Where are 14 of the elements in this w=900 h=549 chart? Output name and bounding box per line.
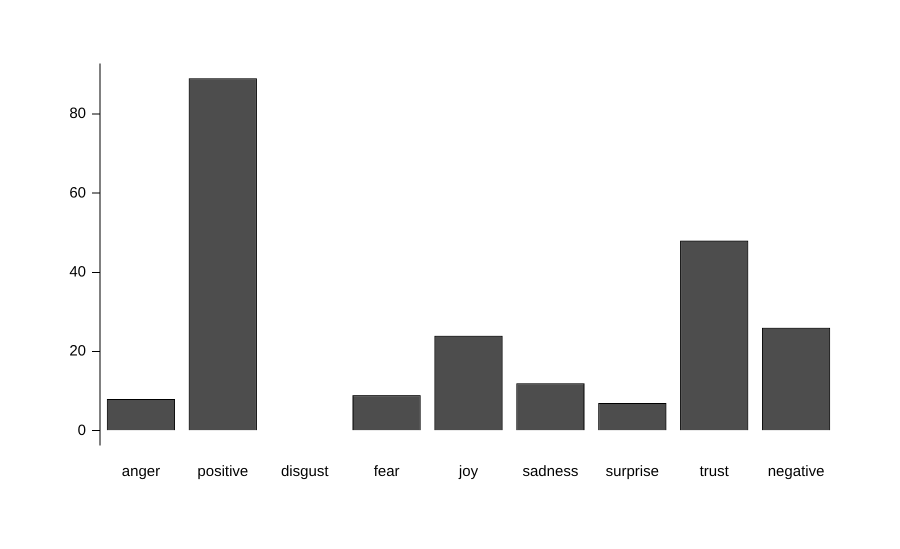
y-tick-label: 40 xyxy=(69,263,86,280)
x-tick-label: surprise xyxy=(606,463,659,480)
x-tick-label: anger xyxy=(122,463,160,480)
x-tick-label: sadness xyxy=(522,463,578,480)
y-tick-label: 60 xyxy=(69,184,86,202)
x-tick-label: fear xyxy=(374,463,400,480)
y-tick-label: 20 xyxy=(69,342,86,360)
x-tick-label: positive xyxy=(197,463,248,480)
x-tick-label: negative xyxy=(768,463,824,480)
x-tick-label: disgust xyxy=(280,463,330,480)
y-tick-label: 80 xyxy=(69,105,86,122)
y-tick-label: 0 xyxy=(78,422,86,439)
x-tick-label: joy xyxy=(458,463,479,480)
x-tick-label: trust xyxy=(700,463,730,480)
